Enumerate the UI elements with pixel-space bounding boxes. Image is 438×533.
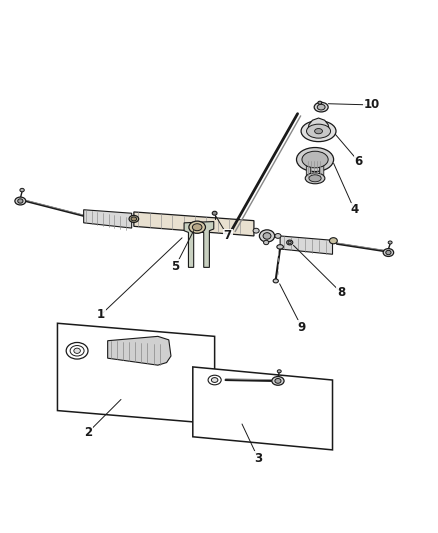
Ellipse shape bbox=[66, 343, 88, 359]
Polygon shape bbox=[184, 222, 214, 268]
Ellipse shape bbox=[272, 376, 284, 385]
Polygon shape bbox=[108, 336, 171, 365]
Text: 4: 4 bbox=[350, 203, 358, 216]
Polygon shape bbox=[134, 212, 254, 236]
Ellipse shape bbox=[273, 279, 279, 283]
Ellipse shape bbox=[277, 245, 283, 249]
Text: 8: 8 bbox=[337, 286, 346, 299]
Ellipse shape bbox=[259, 230, 275, 242]
Text: 5: 5 bbox=[171, 260, 180, 273]
Ellipse shape bbox=[314, 128, 322, 134]
Ellipse shape bbox=[275, 233, 281, 238]
Ellipse shape bbox=[189, 221, 205, 233]
Polygon shape bbox=[84, 210, 132, 228]
Ellipse shape bbox=[129, 215, 139, 222]
Ellipse shape bbox=[15, 197, 26, 205]
Ellipse shape bbox=[212, 377, 218, 382]
Ellipse shape bbox=[302, 151, 328, 168]
Ellipse shape bbox=[297, 148, 334, 172]
Polygon shape bbox=[193, 367, 332, 450]
Ellipse shape bbox=[318, 101, 322, 104]
Ellipse shape bbox=[131, 217, 137, 221]
Ellipse shape bbox=[317, 104, 325, 110]
Ellipse shape bbox=[305, 173, 325, 184]
Text: 6: 6 bbox=[355, 155, 363, 168]
Polygon shape bbox=[307, 118, 329, 131]
Ellipse shape bbox=[277, 370, 281, 373]
Ellipse shape bbox=[20, 188, 24, 192]
Ellipse shape bbox=[388, 241, 392, 244]
Polygon shape bbox=[57, 323, 215, 424]
Polygon shape bbox=[306, 161, 311, 179]
Ellipse shape bbox=[301, 120, 336, 142]
Ellipse shape bbox=[383, 248, 394, 256]
Ellipse shape bbox=[275, 378, 281, 383]
Ellipse shape bbox=[74, 348, 81, 353]
Text: 10: 10 bbox=[364, 99, 380, 111]
Text: 1: 1 bbox=[97, 308, 105, 321]
Polygon shape bbox=[319, 161, 324, 179]
Ellipse shape bbox=[18, 199, 23, 203]
Ellipse shape bbox=[307, 124, 331, 138]
Ellipse shape bbox=[386, 251, 391, 255]
Ellipse shape bbox=[264, 240, 269, 245]
Ellipse shape bbox=[314, 102, 328, 112]
Polygon shape bbox=[280, 236, 332, 254]
Text: 2: 2 bbox=[84, 426, 92, 439]
Ellipse shape bbox=[212, 211, 217, 215]
Text: 9: 9 bbox=[298, 321, 306, 334]
Ellipse shape bbox=[208, 375, 221, 385]
Ellipse shape bbox=[192, 224, 202, 231]
Ellipse shape bbox=[287, 240, 293, 245]
Ellipse shape bbox=[288, 241, 291, 244]
Ellipse shape bbox=[329, 238, 337, 244]
Text: 3: 3 bbox=[254, 452, 262, 465]
Ellipse shape bbox=[263, 233, 271, 239]
Ellipse shape bbox=[253, 228, 259, 233]
Ellipse shape bbox=[309, 175, 321, 182]
Ellipse shape bbox=[70, 345, 84, 356]
Text: 7: 7 bbox=[224, 229, 232, 243]
